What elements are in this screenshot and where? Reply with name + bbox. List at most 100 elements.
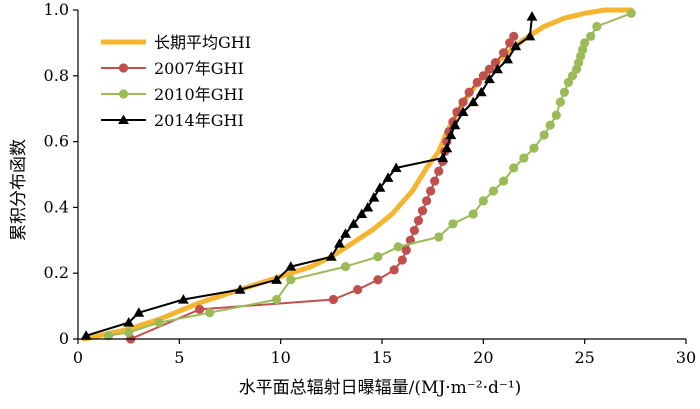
data-point	[510, 40, 522, 51]
data-point	[524, 30, 536, 41]
data-point	[478, 196, 488, 206]
data-point	[118, 114, 129, 125]
data-point	[397, 255, 407, 265]
data-point	[492, 63, 503, 74]
data-point	[409, 225, 420, 236]
data-point	[484, 64, 495, 74]
data-point	[555, 97, 565, 107]
data-point	[234, 284, 246, 294]
data-point	[437, 152, 449, 163]
data-point	[519, 153, 529, 163]
data-point	[499, 176, 509, 186]
data-point	[103, 331, 113, 341]
data-point	[118, 63, 129, 73]
data-point	[490, 58, 501, 68]
data-point	[413, 215, 424, 226]
data-point	[373, 275, 383, 285]
series-2	[126, 31, 519, 344]
data-point	[393, 242, 403, 252]
data-point	[272, 294, 282, 305]
data-point	[421, 196, 432, 206]
data-point	[458, 97, 468, 107]
data-point	[401, 245, 411, 255]
y-axis-label: 累积分布函数	[9, 139, 29, 241]
data-point	[430, 176, 440, 186]
data-point	[448, 219, 458, 229]
data-point	[586, 31, 596, 41]
x-tick-label: 15	[372, 348, 392, 367]
data-point	[509, 163, 519, 173]
data-point	[328, 294, 338, 305]
data-point	[382, 172, 394, 182]
legend-item-4: 2014年GHI	[101, 111, 244, 130]
data-point	[545, 120, 555, 130]
data-point	[464, 87, 474, 97]
y-tick-label: 1.0	[44, 0, 69, 19]
legend-item-2: 2007年GHI	[101, 59, 244, 78]
y-tick-label: 0.6	[44, 132, 69, 151]
x-axis-label: 水平面总辐射日曝辐量/(MJ·m⁻²·d⁻¹)	[239, 378, 522, 398]
data-point	[475, 86, 487, 97]
legend-label: 2010年GHI	[154, 85, 244, 104]
series-line	[81, 7, 634, 342]
series-line	[85, 15, 533, 337]
data-point	[445, 129, 457, 140]
series-layer	[80, 7, 636, 344]
data-point	[434, 166, 444, 176]
data-point	[154, 317, 164, 328]
series-4	[80, 11, 538, 340]
data-point	[484, 73, 495, 84]
legend-label: 长期平均GHI	[154, 33, 251, 52]
data-point	[353, 285, 363, 295]
data-point	[390, 162, 402, 172]
data-point	[195, 304, 205, 314]
x-tick-label: 5	[174, 348, 184, 367]
legend-item-3: 2010年GHI	[101, 85, 244, 104]
data-point	[271, 274, 283, 284]
data-point	[539, 130, 549, 140]
data-point	[177, 294, 189, 304]
data-point	[80, 330, 92, 340]
data-point	[526, 11, 538, 21]
x-tick-label: 20	[473, 348, 493, 367]
series-1	[81, 7, 634, 342]
x-tick-label: 0	[73, 348, 83, 367]
data-point	[374, 182, 386, 192]
data-point	[205, 308, 215, 318]
y-tick-label: 0	[59, 329, 69, 348]
x-tick-label: 10	[270, 348, 290, 367]
y-tick-label: 0.2	[44, 263, 69, 282]
data-point	[467, 96, 479, 107]
data-point	[118, 89, 129, 99]
data-point	[468, 209, 478, 219]
data-point	[626, 8, 636, 18]
data-point	[334, 238, 345, 248]
data-point	[340, 228, 351, 238]
data-point	[426, 186, 436, 196]
data-point	[417, 206, 428, 216]
data-point	[286, 275, 296, 285]
data-point	[563, 77, 574, 87]
legend: 长期平均GHI 2007年GHI 2010年GHI 2014年GHI	[101, 33, 251, 130]
x-tick-label: 25	[574, 348, 594, 367]
data-point	[340, 262, 351, 272]
legend-label: 2007年GHI	[154, 59, 244, 78]
data-point	[434, 232, 444, 242]
data-point	[529, 143, 539, 153]
data-point	[285, 261, 297, 271]
data-point	[551, 110, 561, 120]
data-point	[356, 208, 368, 219]
data-point	[133, 307, 145, 317]
data-point	[509, 31, 519, 41]
data-point	[478, 71, 488, 81]
axes-layer: 0 5 10 15 20 25 30 0 0.2 0.4 0.6 0.8 1.0	[44, 0, 697, 367]
data-point	[348, 218, 360, 228]
data-point	[389, 265, 399, 275]
y-tick-label: 0.8	[44, 66, 69, 85]
series-line	[129, 35, 515, 340]
data-point	[362, 202, 374, 212]
data-point	[457, 106, 469, 117]
x-tick-label: 30	[676, 348, 696, 367]
data-point	[502, 53, 514, 64]
